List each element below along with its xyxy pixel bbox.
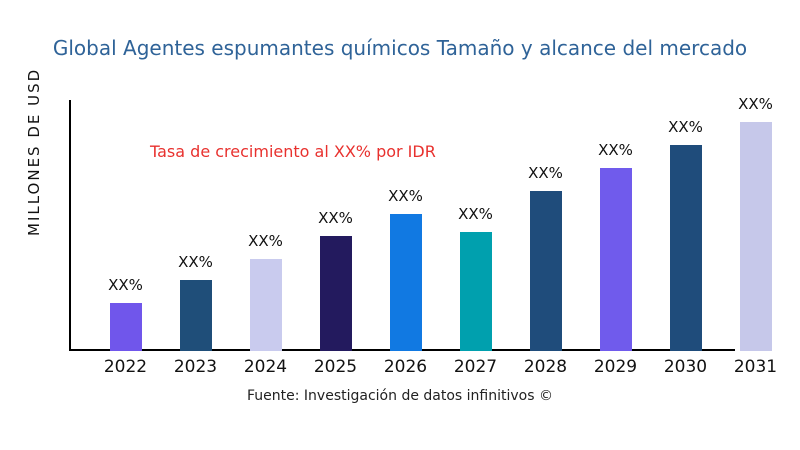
bar-value-label-2030: XX%: [668, 118, 703, 136]
bar-value-label-2022: XX%: [108, 276, 143, 294]
bar-value-label-2029: XX%: [598, 141, 633, 159]
bar-2027: [459, 232, 492, 351]
bar-2029: [599, 168, 632, 351]
x-tick-2031: 2031: [733, 357, 778, 377]
bar-value-label-2026: XX%: [388, 187, 423, 205]
bar-2026: [389, 214, 422, 351]
x-tick-2029: 2029: [593, 357, 638, 377]
growth-rate-annotation: Tasa de crecimiento al XX% por IDR: [150, 142, 436, 161]
source-attribution: Fuente: Investigación de datos infinitiv…: [247, 388, 553, 404]
x-tick-2022: 2022: [103, 357, 148, 377]
x-tick-2030: 2030: [663, 357, 708, 377]
x-tick-2026: 2026: [383, 357, 428, 377]
y-axis-label: MILLONES DE USD: [25, 67, 43, 236]
bar-2030: [669, 145, 702, 351]
x-tick-2024: 2024: [243, 357, 288, 377]
bar-2023: [179, 280, 212, 351]
x-tick-2023: 2023: [173, 357, 218, 377]
y-axis-line: [69, 100, 71, 351]
bar-2024: [249, 259, 282, 351]
bar-value-label-2023: XX%: [178, 253, 213, 271]
bar-2031: [739, 122, 772, 351]
x-tick-2025: 2025: [313, 357, 358, 377]
bar-value-label-2024: XX%: [248, 232, 283, 250]
bar-value-label-2028: XX%: [528, 164, 563, 182]
bar-value-label-2031: XX%: [738, 95, 773, 113]
bar-2028: [529, 191, 562, 351]
x-tick-2028: 2028: [523, 357, 568, 377]
bar-value-label-2027: XX%: [458, 205, 493, 223]
bar-2022: [109, 303, 142, 351]
chart-title: Global Agentes espumantes químicos Tamañ…: [52, 36, 748, 60]
bar-value-label-2025: XX%: [318, 209, 353, 227]
bar-2025: [319, 236, 352, 351]
x-tick-2027: 2027: [453, 357, 498, 377]
